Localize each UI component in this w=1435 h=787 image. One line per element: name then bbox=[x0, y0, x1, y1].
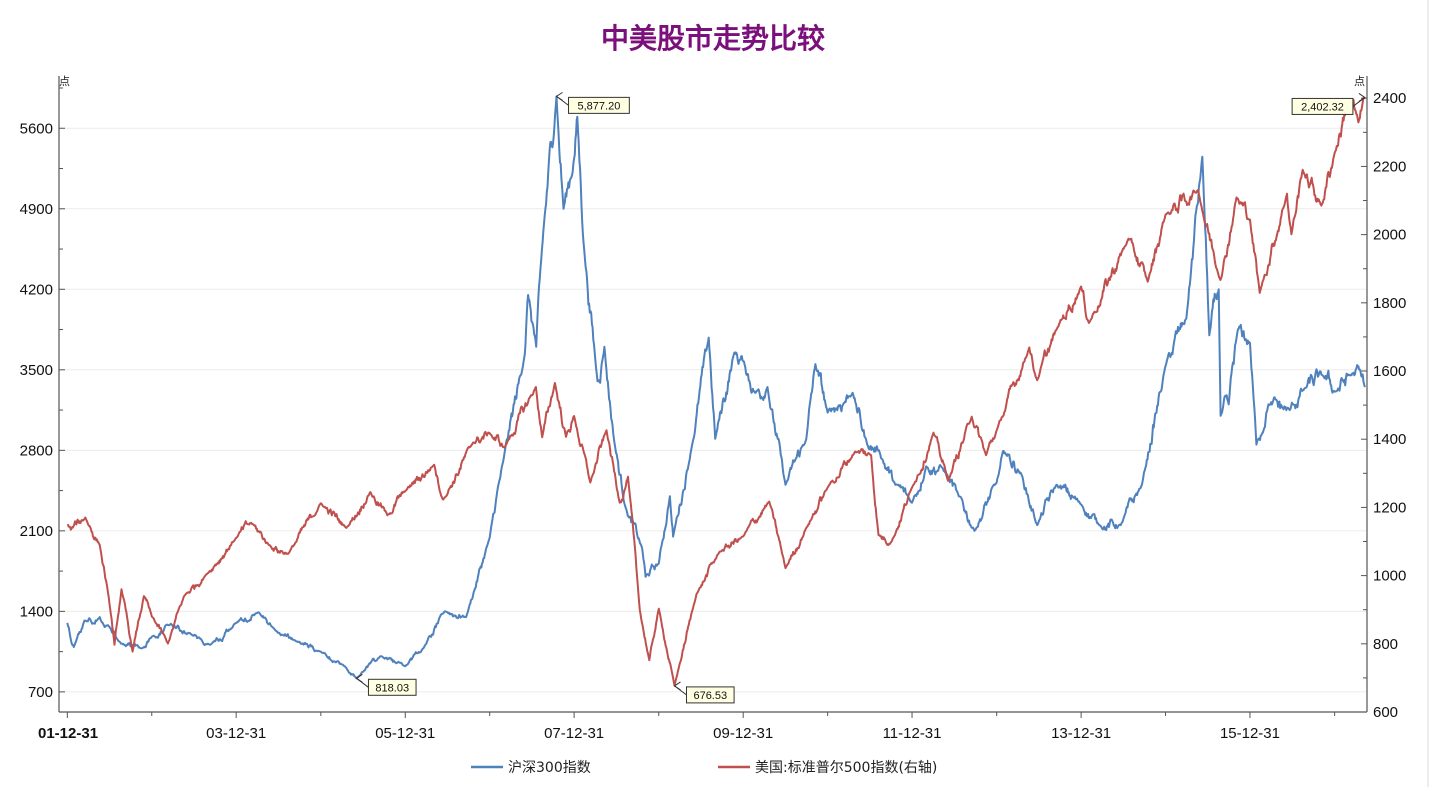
x-axis-tick-label: 01-12-31 bbox=[38, 725, 98, 742]
right-axis-tick-label: 800 bbox=[1373, 636, 1398, 653]
annotation-label: 5,877.20 bbox=[578, 100, 621, 112]
series-line-sp500 bbox=[67, 96, 1366, 687]
left-axis-tick-label: 700 bbox=[28, 684, 53, 701]
chart-title: 中美股市走势比较 bbox=[601, 22, 825, 55]
left-axis-tick-label: 4900 bbox=[20, 201, 53, 218]
right-axis-tick-label: 2000 bbox=[1373, 227, 1406, 244]
axes: 700 1400 2100 2800 3500 4200 4900 5600 600 800 100… bbox=[20, 76, 1406, 742]
right-axis-tick-label: 1800 bbox=[1373, 295, 1406, 312]
legend-label-sp500: 美国:标准普尔500指数(右轴) bbox=[755, 760, 937, 776]
x-axis-tick-label: 07-12-31 bbox=[544, 725, 604, 742]
annotation-label: 2,402.32 bbox=[1301, 101, 1344, 113]
annotation-box bbox=[1291, 97, 1354, 115]
right-axis-tick-label: 1400 bbox=[1373, 431, 1406, 448]
right-axis-tick-label: 600 bbox=[1373, 704, 1398, 721]
annotation-leader bbox=[356, 677, 369, 688]
annotation-box bbox=[568, 96, 630, 114]
x-axis-tick-label: 11-12-31 bbox=[883, 725, 942, 742]
annotation-leader bbox=[1352, 97, 1366, 107]
left-axis-tick-label: 5600 bbox=[20, 120, 53, 137]
x-axis-tick-label: 15-12-31 bbox=[1220, 725, 1280, 742]
series-line-hs300 bbox=[66, 95, 1366, 680]
annotation-label: 818.03 bbox=[375, 682, 409, 694]
legend-label-hs300: 沪深300指数 bbox=[508, 760, 591, 776]
right-axis-tick-label: 2400 bbox=[1373, 90, 1406, 107]
annotation-leader bbox=[674, 685, 687, 696]
left-axis-tick-label: 1400 bbox=[20, 603, 53, 620]
legend: 沪深300指数 美国:标准普尔500指数(右轴) bbox=[471, 760, 937, 776]
left-axis-tick-label: 4200 bbox=[20, 281, 53, 298]
x-axis-tick-label: 05-12-31 bbox=[375, 725, 435, 742]
annotation-box bbox=[367, 678, 417, 696]
x-axis-tick-label: 09-12-31 bbox=[713, 725, 773, 742]
left-axis-unit: 点 bbox=[59, 75, 70, 88]
x-axis-tick-label: 13-12-31 bbox=[1051, 725, 1111, 742]
x-axis-tick-label: 03-12-31 bbox=[206, 725, 266, 742]
right-axis-tick-label: 2200 bbox=[1373, 158, 1406, 175]
right-axis-unit: 点 bbox=[1354, 75, 1365, 88]
right-axis-tick-label: 1200 bbox=[1373, 499, 1406, 516]
right-axis-tick-label: 1600 bbox=[1373, 363, 1406, 380]
annotations: 818.03 5,877.20 676.53 2,402.32 bbox=[355, 91, 1366, 704]
series-lines bbox=[66, 95, 1366, 687]
left-axis-tick-label: 2800 bbox=[20, 442, 53, 459]
annotation-box bbox=[685, 686, 735, 704]
left-axis-tick-label: 3500 bbox=[20, 362, 53, 379]
right-axis-tick-label: 1000 bbox=[1373, 568, 1406, 585]
annotation-leader bbox=[556, 95, 569, 106]
annotation-label: 676.53 bbox=[693, 690, 727, 702]
left-axis-tick-label: 2100 bbox=[20, 523, 53, 540]
